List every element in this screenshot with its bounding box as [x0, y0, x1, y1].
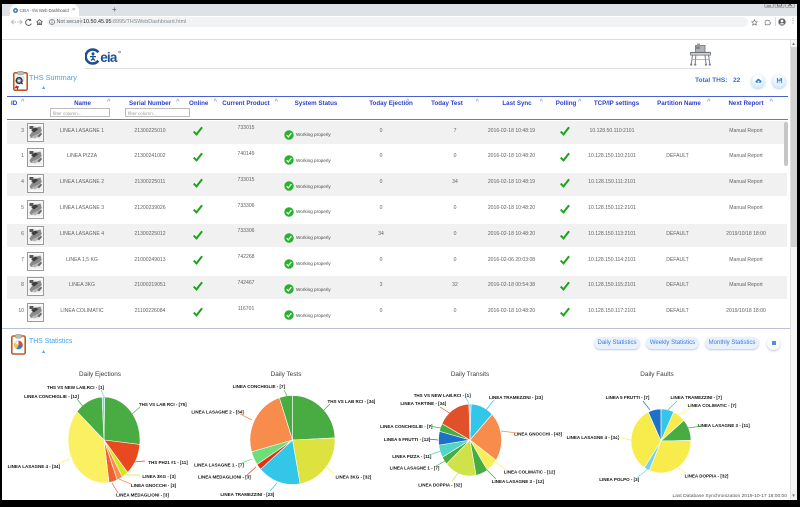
svg-text:LINEA GNOCCHI - [43]: LINEA GNOCCHI - [43]: [514, 432, 562, 437]
svg-text:LINEA 5 FRUTTI - [7]: LINEA 5 FRUTTI - [7]: [606, 395, 650, 400]
svg-text:LINEA 5 FRUTTI - [12]: LINEA 5 FRUTTI - [12]: [384, 437, 431, 442]
svg-text:eia: eia: [100, 50, 118, 65]
svg-text:LINEA COLIMATIC - [12]: LINEA COLIMATIC - [12]: [504, 470, 556, 475]
svg-text:LINEA POLPO - [3]: LINEA POLPO - [3]: [599, 477, 639, 482]
svg-text:LINEA LASAGNE 1 - [7]: LINEA LASAGNE 1 - [7]: [194, 462, 244, 467]
svg-text:LINEA 3KG - [32]: LINEA 3KG - [32]: [335, 475, 371, 480]
svg-text:LINEA 3KG - [3]: LINEA 3KG - [3]: [142, 474, 176, 479]
svg-text:LINEA GNOCCHI - [3]: LINEA GNOCCHI - [3]: [131, 483, 177, 488]
svg-text:LINEA DOPPIA - [32]: LINEA DOPPIA - [32]: [685, 473, 729, 478]
svg-text:LINEA COLIMATIC - [7]: LINEA COLIMATIC - [7]: [688, 403, 737, 408]
svg-text:LINEA LASAGNE 4 - [34]: LINEA LASAGNE 4 - [34]: [8, 464, 61, 469]
svg-text:THS VS NEW LAB.RCI - [1]: THS VS NEW LAB.RCI - [1]: [47, 385, 105, 390]
svg-text:LINEA LASAGNE 2 - [34]: LINEA LASAGNE 2 - [34]: [191, 410, 244, 415]
svg-text:LINEA CONCHIGLIE - [7]: LINEA CONCHIGLIE - [7]: [233, 384, 286, 389]
svg-text:LINEA LASAGNE 3 - [12]: LINEA LASAGNE 3 - [12]: [492, 479, 545, 484]
svg-text:LINEA DOPPIA - [32]: LINEA DOPPIA - [32]: [418, 482, 462, 487]
svg-text:THS VS NEW LAB.RCI - [1]: THS VS NEW LAB.RCI - [1]: [414, 393, 472, 398]
svg-text:THS VS LAB RCI - [34]: THS VS LAB RCI - [34]: [328, 399, 376, 404]
svg-text:LINEA PIZZA - [11]: LINEA PIZZA - [11]: [392, 454, 432, 459]
svg-text:LINEA LASAGNE 4 - [34]: LINEA LASAGNE 4 - [34]: [567, 435, 620, 440]
svg-text:LINEA MEDAGLIONI - [3]: LINEA MEDAGLIONI - [3]: [116, 493, 169, 498]
svg-text:LINEA TRAMEZZINI - [7]: LINEA TRAMEZZINI - [7]: [671, 395, 723, 400]
svg-text:LINEA CONCHIGLIE - [12]: LINEA CONCHIGLIE - [12]: [24, 394, 79, 399]
svg-text:LINEA LASAGNE 1 - [7]: LINEA LASAGNE 1 - [7]: [390, 466, 440, 471]
svg-text:LINEA MEDAGLIONI - [3]: LINEA MEDAGLIONI - [3]: [198, 475, 251, 480]
svg-text:THS PH21 #1 - [11]: THS PH21 #1 - [11]: [148, 460, 188, 465]
svg-text:LINEA TRAMEZZINI - [23]: LINEA TRAMEZZINI - [23]: [489, 395, 543, 400]
svg-text:THS VS LAB RCI - [75]: THS VS LAB RCI - [75]: [139, 402, 187, 407]
svg-text:LINEA TARTINE - [34]: LINEA TARTINE - [34]: [400, 401, 446, 406]
svg-text:LINEA LASAGNE 3 - [11]: LINEA LASAGNE 3 - [11]: [698, 423, 751, 428]
svg-text:LINEA TRAMEZZINI - [23]: LINEA TRAMEZZINI - [23]: [220, 492, 274, 497]
svg-text:LINEA CONCHIGLIE - [7]: LINEA CONCHIGLIE - [7]: [380, 424, 433, 429]
